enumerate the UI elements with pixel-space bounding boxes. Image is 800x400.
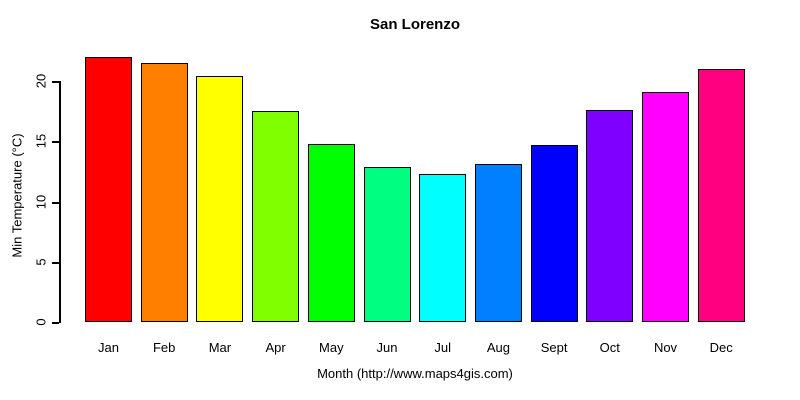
x-tick-label-feb: Feb [152,340,176,355]
x-tick-label-aug: Aug [486,340,510,355]
bar-nov [642,91,689,322]
bar-oct [586,109,634,322]
y-tick-label: 10 [33,194,49,209]
x-tick-label-jul: Jul [434,340,451,355]
y-tick [52,201,59,204]
x-tick-label-may: May [319,340,344,355]
x-tick-label-dec: Dec [709,340,733,355]
x-tick-label-oct: Oct [599,340,620,355]
bar-feb [140,62,188,322]
bar-jun [363,166,411,322]
bar-jul [419,173,467,322]
bar-may [307,143,355,322]
chart-title: San Lorenzo [369,16,460,33]
bar-dec [697,68,745,322]
bar-aug [474,164,522,322]
x-axis-label: Month (http://www.maps4gis.com) [317,366,513,381]
y-axis-line [59,81,61,323]
y-tick-label: 0 [33,318,49,326]
y-tick-label: 15 [33,134,49,149]
y-axis-label: Min Temperature (°C) [9,133,25,258]
x-tick-label-apr: Apr [265,340,286,355]
y-tick [52,261,59,264]
bar-mar [196,76,244,322]
y-tick [52,141,59,144]
bar-apr [252,111,300,322]
y-tick [52,322,59,324]
y-tick-label: 5 [33,258,49,266]
y-tick-label: 20 [33,73,49,89]
bar-jan [85,56,132,322]
x-tick-label-mar: Mar [208,340,232,355]
x-tick-label-jan: Jan [98,340,119,355]
y-tick [52,81,59,83]
x-tick-label-jun: Jun [376,340,398,355]
x-tick-label-nov: Nov [653,340,678,355]
bar-sept [530,144,578,322]
x-tick-label-sept: Sept [540,340,568,355]
